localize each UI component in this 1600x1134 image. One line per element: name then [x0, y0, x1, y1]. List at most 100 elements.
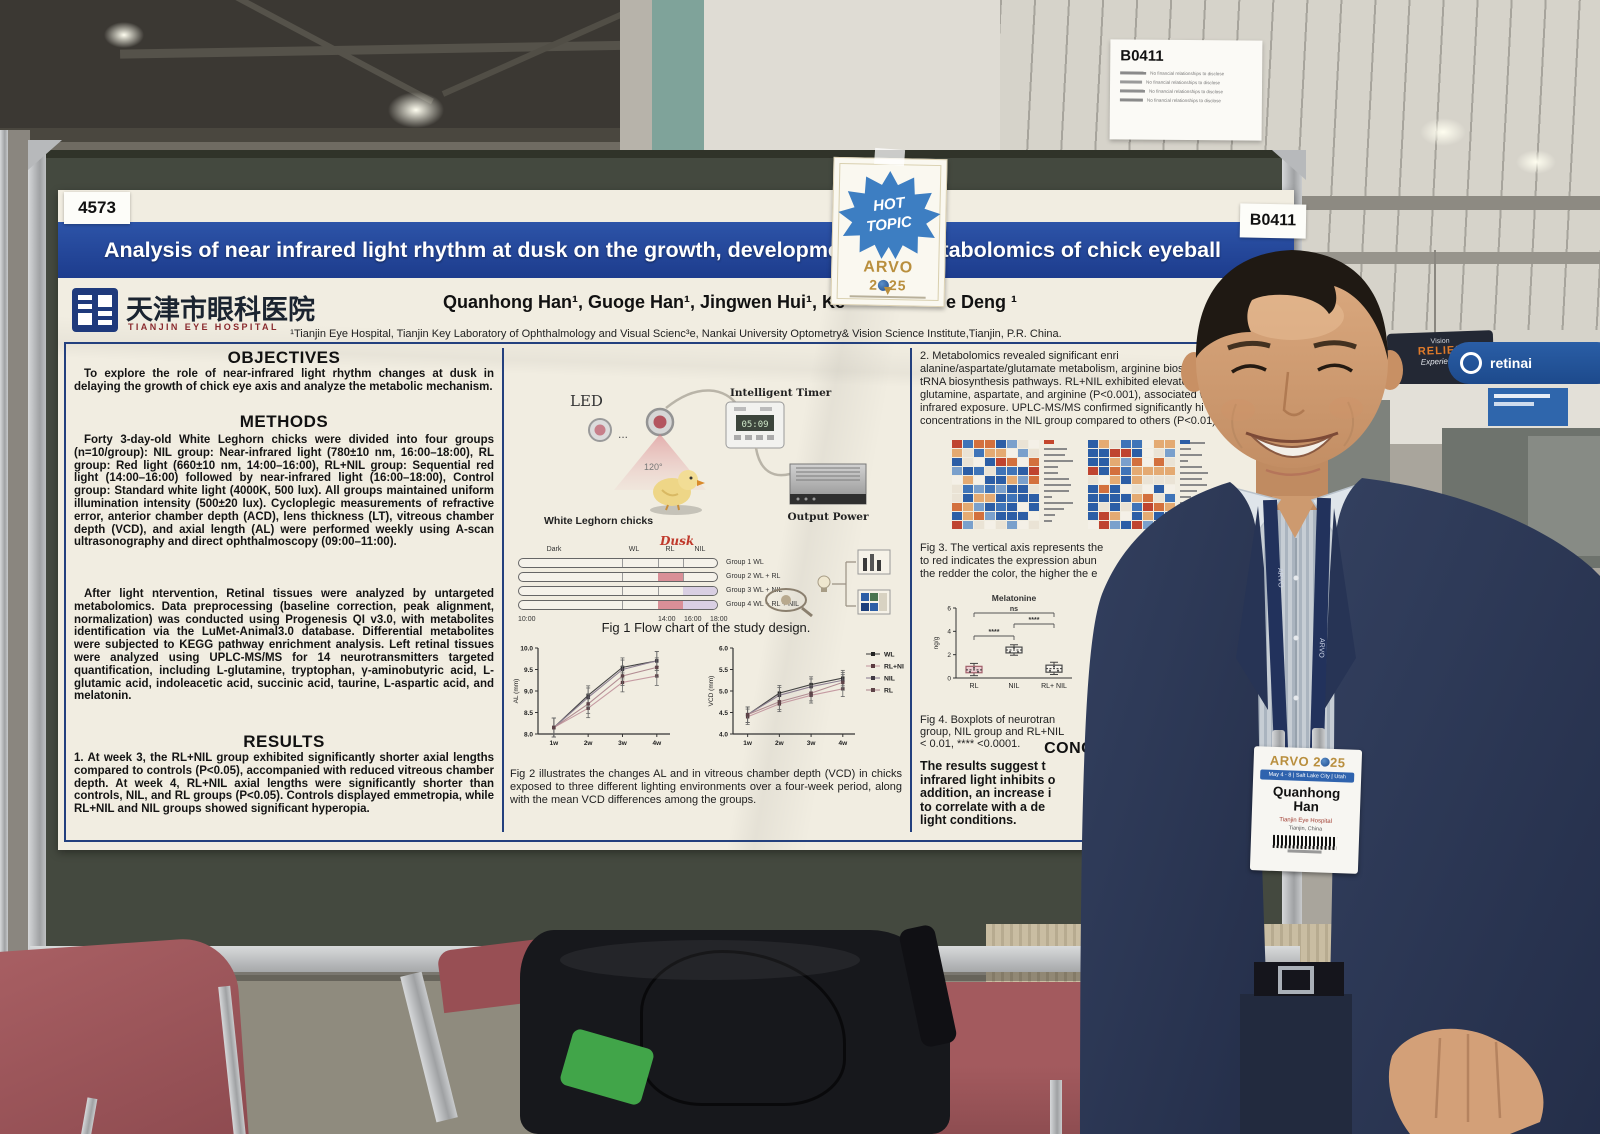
dusk-nil-segment [683, 587, 717, 595]
heatmap-cell [963, 458, 973, 466]
heatmap-cell [1029, 449, 1039, 457]
heatmap-cell [1018, 440, 1028, 448]
dusk-column-header: NIL [694, 546, 706, 553]
hair [1196, 250, 1388, 360]
heatmap-cell [952, 521, 962, 529]
heatmap-row-label-line [1044, 514, 1056, 516]
svg-text:NIL: NIL [884, 675, 895, 682]
dusk-group-label: Group 2 WL + RL [726, 573, 781, 580]
ceiling-light [104, 22, 144, 48]
heatmap-cell [1121, 485, 1131, 493]
heatmap-cell [1154, 440, 1164, 448]
heatmap-cell [1018, 476, 1028, 484]
heatmap-cell [1088, 458, 1098, 466]
heatmap-cell [996, 449, 1006, 457]
heatmap-cell [1088, 485, 1098, 493]
heatmap-cell [985, 503, 995, 511]
heatmap-cell [1088, 512, 1098, 520]
heatmap-cell [985, 521, 995, 529]
heatmap-cell [1165, 458, 1175, 466]
session-card-code: B0411 [1120, 47, 1164, 65]
poster-number-label-right: B0411 [1239, 203, 1307, 239]
svg-text:8.5: 8.5 [524, 710, 533, 717]
heatmap-cell [974, 503, 984, 511]
upper-lip [1245, 431, 1339, 443]
heatmap-cell [1099, 521, 1109, 529]
heatmap-row-label-line [1044, 496, 1053, 498]
results-heading: RESULTS [243, 732, 325, 751]
heatmap-cell [963, 449, 973, 457]
heatmap-cell [974, 440, 984, 448]
dusk-divider [621, 601, 623, 609]
badge-brand-a: ARVO 2 [1269, 752, 1322, 770]
svg-text:3w: 3w [807, 740, 817, 747]
text-line: infrared light inhibits o [920, 772, 1056, 787]
dusk-rl-segment [657, 601, 684, 609]
cheek [1329, 397, 1363, 419]
heatmap-cell [1165, 485, 1175, 493]
heatmap-cell [1018, 512, 1028, 520]
heatmap-cell [1110, 503, 1120, 511]
heatmap-cell [1121, 458, 1131, 466]
heatmap-cell [1143, 476, 1153, 484]
dusk-divider [621, 573, 623, 581]
heatmap-cell [1121, 440, 1131, 448]
session-card-row: No financial relationships to disclose [1119, 95, 1252, 105]
heatmap-cell [1018, 449, 1028, 457]
truss-strip [1300, 252, 1600, 264]
conference-badge: ARVO 2 25 May 4 - 8 | Salt Lake City | Ut… [1249, 746, 1363, 874]
heatmap-cell [996, 521, 1006, 529]
session-disclosure: No financial relationships to disclose [1146, 79, 1221, 86]
dusk-row: Group 1 WL [518, 558, 764, 568]
heatmap-row-label-line [1044, 520, 1053, 522]
retinai-logo-icon [1460, 352, 1482, 374]
session-microtext [1119, 89, 1146, 93]
heatmap-cell [1007, 521, 1017, 529]
heatmap-row-label-line [1044, 460, 1073, 462]
heatmap-cell [1143, 467, 1153, 475]
session-microtext [1120, 71, 1147, 75]
smiling-eye [1317, 363, 1353, 373]
badge-clip [1312, 728, 1325, 752]
heatmap-cell [963, 485, 973, 493]
dusk-divider [621, 587, 623, 595]
heatmap-cell [1143, 440, 1153, 448]
heatmap-cell [1007, 476, 1017, 484]
text-line: to correlate with a de [920, 799, 1046, 814]
authors-right: e Deng ¹ [946, 292, 1018, 312]
heatmap-cell [1132, 458, 1142, 466]
heatmap-cell [1121, 521, 1131, 529]
session-disclosure: No financial relationships to disclose [1148, 88, 1224, 95]
heatmap-cell [952, 467, 962, 475]
heatmap-cell [1154, 485, 1164, 493]
hospital-name-zh: 天津市眼科医院 [126, 295, 315, 326]
dusk-column-header: RL [665, 546, 675, 553]
heatmap-cell [985, 512, 995, 520]
session-disclosure: No financial relationships to disclose [1150, 70, 1225, 77]
dusk-divider [657, 559, 659, 567]
ceiling-dark-structure [0, 0, 640, 135]
fig3-caption: Fig 3. The vertical axis represents the t… [920, 542, 1292, 581]
svg-text:6: 6 [947, 605, 951, 612]
text-line: the redder the color, the higher the e [920, 568, 1098, 580]
poster-number-label-left: 4573 [64, 192, 130, 224]
led-lamp-icon [588, 418, 612, 442]
svg-text:10.0: 10.0 [520, 645, 533, 652]
backpack [520, 923, 959, 1134]
svg-text:HOT: HOT [872, 194, 907, 215]
text-line: light conditions. [920, 813, 1017, 827]
svg-text:4: 4 [947, 629, 951, 636]
svg-text:ng/g: ng/g [933, 636, 940, 649]
dusk-group-label: Group 1 WL [726, 559, 764, 566]
dusk-rl-segment [657, 573, 684, 581]
heatmap-cell [1121, 494, 1131, 502]
heatmap-cell [1099, 494, 1109, 502]
heatmap-cell [985, 476, 995, 484]
svg-text:1w: 1w [550, 740, 560, 747]
retinai-banner-label: retinai [1490, 355, 1533, 371]
heatmap-cell [1132, 485, 1142, 493]
heatmap-cell [1110, 440, 1120, 448]
lapel-right [1324, 508, 1356, 710]
heatmap-row-label-line [1044, 448, 1067, 450]
heatmap-cell [1007, 503, 1017, 511]
